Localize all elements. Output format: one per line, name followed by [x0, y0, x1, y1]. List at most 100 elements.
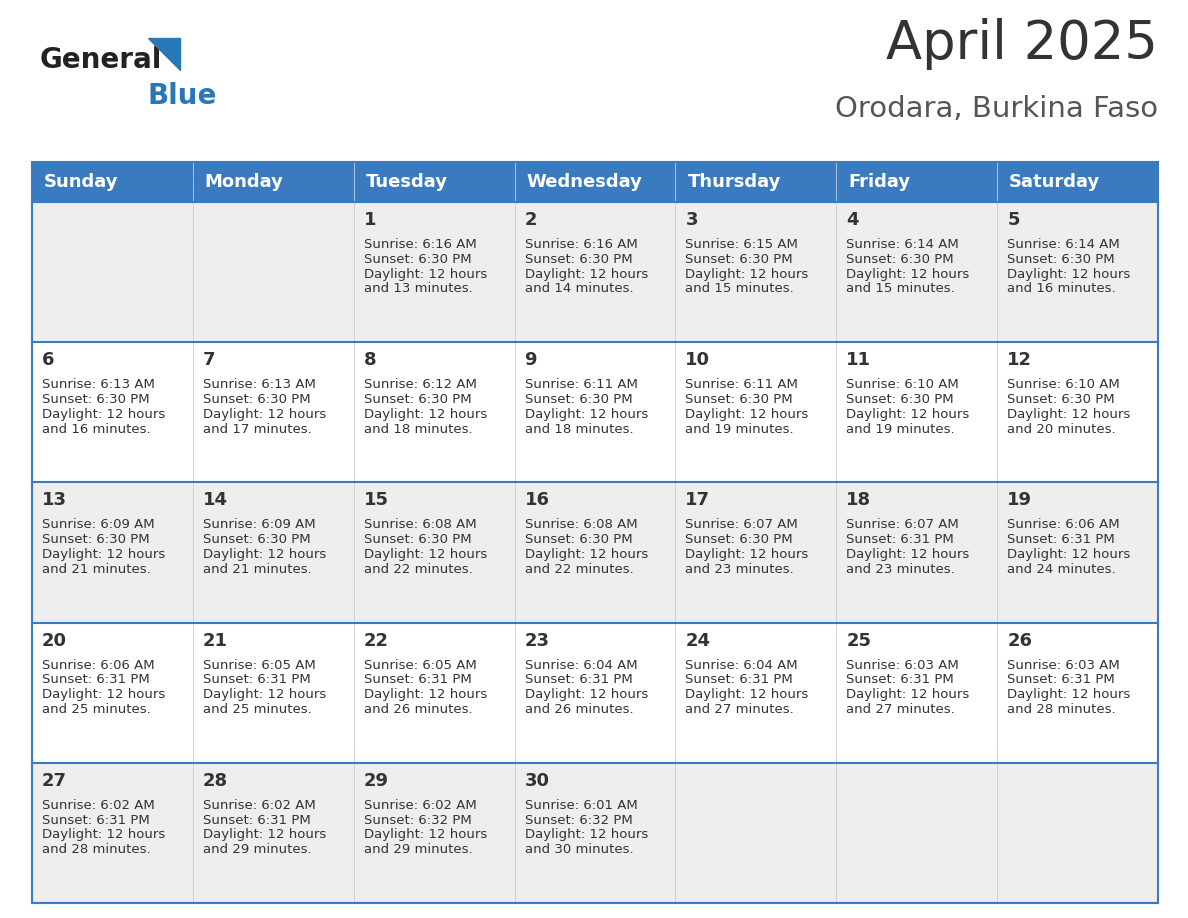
Text: Daylight: 12 hours: Daylight: 12 hours [42, 408, 165, 420]
Bar [32, 763, 1158, 903]
Text: Sunrise: 6:07 AM: Sunrise: 6:07 AM [846, 519, 959, 532]
Text: 29: 29 [364, 772, 388, 789]
Text: and 28 minutes.: and 28 minutes. [1007, 703, 1116, 716]
Text: 4: 4 [846, 211, 859, 229]
Text: Sunset: 6:30 PM: Sunset: 6:30 PM [525, 252, 632, 266]
Text: Sunrise: 6:10 AM: Sunrise: 6:10 AM [1007, 378, 1120, 391]
Text: Orodara, Burkina Faso: Orodara, Burkina Faso [835, 95, 1158, 123]
Text: 5: 5 [1007, 211, 1019, 229]
Text: and 29 minutes.: and 29 minutes. [364, 844, 473, 856]
Text: Daylight: 12 hours: Daylight: 12 hours [1007, 268, 1131, 281]
Text: Sunset: 6:30 PM: Sunset: 6:30 PM [364, 533, 472, 546]
Text: Sunset: 6:31 PM: Sunset: 6:31 PM [203, 813, 310, 826]
Text: Daylight: 12 hours: Daylight: 12 hours [364, 828, 487, 842]
Text: Sunrise: 6:04 AM: Sunrise: 6:04 AM [525, 658, 637, 672]
Bar [32, 342, 1158, 482]
Text: Tuesday: Tuesday [366, 173, 448, 191]
Text: 2: 2 [525, 211, 537, 229]
Text: Sunrise: 6:09 AM: Sunrise: 6:09 AM [42, 519, 154, 532]
Text: Sunrise: 6:07 AM: Sunrise: 6:07 AM [685, 519, 798, 532]
Text: Sunset: 6:31 PM: Sunset: 6:31 PM [846, 533, 954, 546]
Polygon shape [148, 38, 181, 70]
Text: Daylight: 12 hours: Daylight: 12 hours [525, 548, 647, 561]
Text: Sunrise: 6:05 AM: Sunrise: 6:05 AM [364, 658, 476, 672]
Text: Thursday: Thursday [688, 173, 781, 191]
Text: Sunset: 6:30 PM: Sunset: 6:30 PM [42, 393, 150, 406]
Text: Daylight: 12 hours: Daylight: 12 hours [42, 688, 165, 701]
Text: Sunset: 6:30 PM: Sunset: 6:30 PM [203, 393, 310, 406]
Text: Daylight: 12 hours: Daylight: 12 hours [685, 548, 809, 561]
Text: and 21 minutes.: and 21 minutes. [203, 563, 311, 576]
Text: 16: 16 [525, 491, 550, 509]
Text: Sunset: 6:32 PM: Sunset: 6:32 PM [364, 813, 472, 826]
Text: Daylight: 12 hours: Daylight: 12 hours [364, 408, 487, 420]
Text: Sunset: 6:30 PM: Sunset: 6:30 PM [42, 533, 150, 546]
Text: Blue: Blue [148, 82, 217, 110]
Text: 28: 28 [203, 772, 228, 789]
Text: Daylight: 12 hours: Daylight: 12 hours [846, 408, 969, 420]
Text: and 16 minutes.: and 16 minutes. [42, 422, 151, 436]
Text: 27: 27 [42, 772, 67, 789]
Text: General: General [40, 46, 163, 74]
Text: and 29 minutes.: and 29 minutes. [203, 844, 311, 856]
Text: Monday: Monday [204, 173, 284, 191]
Text: 8: 8 [364, 352, 377, 369]
Text: and 26 minutes.: and 26 minutes. [525, 703, 633, 716]
Text: Sunset: 6:31 PM: Sunset: 6:31 PM [1007, 674, 1114, 687]
Text: 11: 11 [846, 352, 871, 369]
Text: Sunrise: 6:02 AM: Sunrise: 6:02 AM [203, 799, 316, 812]
Text: and 23 minutes.: and 23 minutes. [846, 563, 955, 576]
Text: and 16 minutes.: and 16 minutes. [1007, 283, 1116, 296]
Text: and 30 minutes.: and 30 minutes. [525, 844, 633, 856]
Text: Daylight: 12 hours: Daylight: 12 hours [525, 688, 647, 701]
Text: and 26 minutes.: and 26 minutes. [364, 703, 473, 716]
Text: 12: 12 [1007, 352, 1032, 369]
Text: Sunrise: 6:02 AM: Sunrise: 6:02 AM [364, 799, 476, 812]
Text: Sunrise: 6:15 AM: Sunrise: 6:15 AM [685, 238, 798, 251]
Text: Sunrise: 6:03 AM: Sunrise: 6:03 AM [846, 658, 959, 672]
Bar [32, 622, 1158, 763]
Text: Sunrise: 6:11 AM: Sunrise: 6:11 AM [525, 378, 638, 391]
Text: and 19 minutes.: and 19 minutes. [846, 422, 955, 436]
Text: Daylight: 12 hours: Daylight: 12 hours [685, 688, 809, 701]
Text: and 15 minutes.: and 15 minutes. [846, 283, 955, 296]
Text: 24: 24 [685, 632, 710, 650]
Text: Sunrise: 6:11 AM: Sunrise: 6:11 AM [685, 378, 798, 391]
Text: 26: 26 [1007, 632, 1032, 650]
Text: Sunset: 6:30 PM: Sunset: 6:30 PM [685, 252, 794, 266]
Text: Sunrise: 6:14 AM: Sunrise: 6:14 AM [846, 238, 959, 251]
Text: Daylight: 12 hours: Daylight: 12 hours [685, 268, 809, 281]
Text: Sunset: 6:30 PM: Sunset: 6:30 PM [525, 393, 632, 406]
Text: Daylight: 12 hours: Daylight: 12 hours [203, 408, 327, 420]
Text: and 22 minutes.: and 22 minutes. [364, 563, 473, 576]
Text: Sunset: 6:31 PM: Sunset: 6:31 PM [1007, 533, 1114, 546]
Bar [32, 482, 1158, 622]
Text: 25: 25 [846, 632, 871, 650]
Text: Sunrise: 6:03 AM: Sunrise: 6:03 AM [1007, 658, 1120, 672]
Text: 13: 13 [42, 491, 67, 509]
Text: Sunset: 6:30 PM: Sunset: 6:30 PM [525, 533, 632, 546]
Text: and 18 minutes.: and 18 minutes. [525, 422, 633, 436]
Text: Sunrise: 6:06 AM: Sunrise: 6:06 AM [42, 658, 154, 672]
Text: Sunrise: 6:02 AM: Sunrise: 6:02 AM [42, 799, 154, 812]
Text: 14: 14 [203, 491, 228, 509]
Text: and 27 minutes.: and 27 minutes. [685, 703, 795, 716]
Text: Sunset: 6:30 PM: Sunset: 6:30 PM [685, 533, 794, 546]
Text: Daylight: 12 hours: Daylight: 12 hours [1007, 548, 1131, 561]
Text: Sunrise: 6:01 AM: Sunrise: 6:01 AM [525, 799, 637, 812]
Text: 21: 21 [203, 632, 228, 650]
Text: 10: 10 [685, 352, 710, 369]
Text: Daylight: 12 hours: Daylight: 12 hours [364, 688, 487, 701]
Text: Sunrise: 6:12 AM: Sunrise: 6:12 AM [364, 378, 476, 391]
Text: 20: 20 [42, 632, 67, 650]
Text: Daylight: 12 hours: Daylight: 12 hours [846, 548, 969, 561]
Text: 18: 18 [846, 491, 872, 509]
Text: Daylight: 12 hours: Daylight: 12 hours [1007, 408, 1131, 420]
Text: Wednesday: Wednesday [526, 173, 643, 191]
Text: and 14 minutes.: and 14 minutes. [525, 283, 633, 296]
Text: Saturday: Saturday [1009, 173, 1100, 191]
Text: Sunrise: 6:13 AM: Sunrise: 6:13 AM [203, 378, 316, 391]
Text: 30: 30 [525, 772, 550, 789]
Text: Sunset: 6:30 PM: Sunset: 6:30 PM [1007, 393, 1114, 406]
Text: and 20 minutes.: and 20 minutes. [1007, 422, 1116, 436]
